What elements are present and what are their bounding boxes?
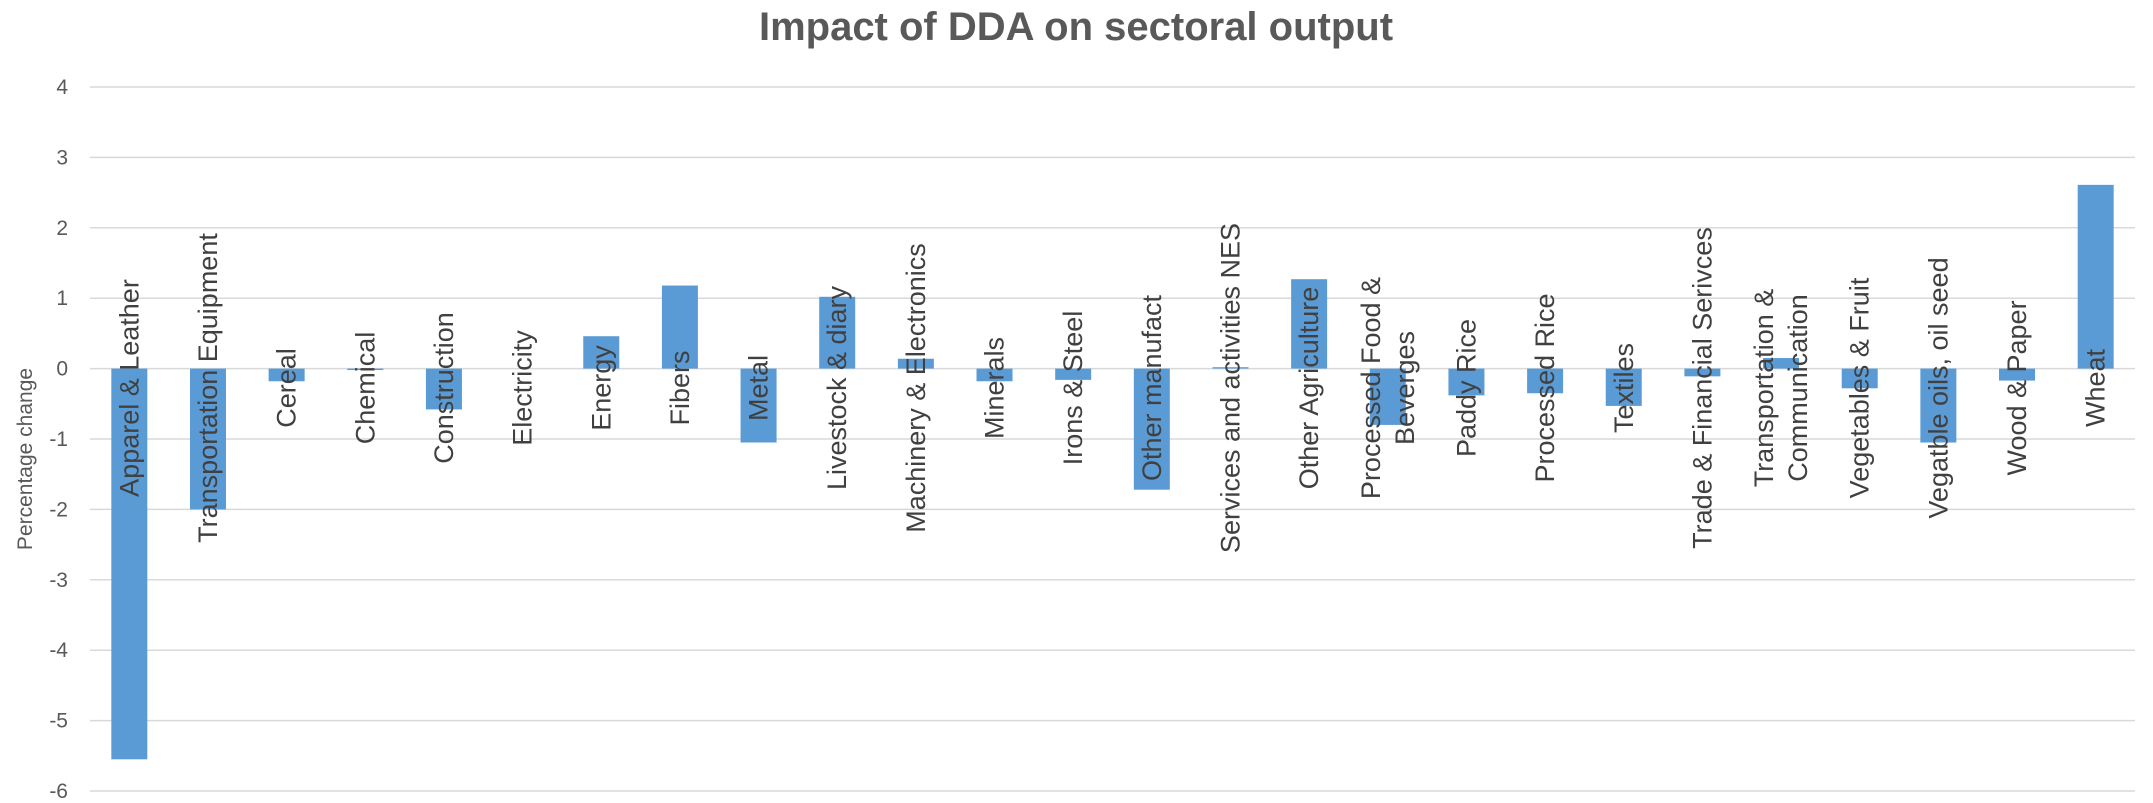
x-tick-label: Other manufact [1137, 294, 1167, 481]
x-tick-label-line: Minerals [980, 337, 1010, 439]
x-tick-label: Textiles [1609, 343, 1639, 433]
x-tick-label: Construction [429, 312, 459, 464]
x-tick-label: Chemical [350, 332, 380, 445]
bar [740, 368, 777, 443]
bar [583, 336, 620, 369]
bar [111, 368, 148, 760]
bars [111, 184, 2114, 760]
bar [897, 358, 934, 369]
x-tick-label-line: Vegatble oils, oil seed [1923, 257, 1953, 518]
bar [1605, 368, 1642, 406]
x-tick-label-line: Paddy Rice [1451, 319, 1481, 457]
bar [189, 368, 226, 510]
bar [1369, 368, 1406, 425]
bar [2077, 184, 2114, 369]
bar [1684, 368, 1721, 377]
x-tick-label: Electricity [508, 330, 538, 446]
bar [1920, 368, 1957, 443]
x-tick-label-line: Communication [1783, 294, 1813, 482]
y-tick-label: 0 [56, 358, 68, 381]
x-tick-label: Transportation & Communication [1749, 289, 1813, 488]
x-tick-label: Apparel & Leather [114, 279, 144, 497]
bar [819, 296, 856, 369]
x-tick-label-line: Transportation & [1749, 289, 1779, 488]
y-tick-label: 4 [56, 76, 68, 99]
x-tick-label: Machinery & Electronics [901, 243, 931, 533]
x-tick-label: Wood & Paper [2002, 300, 2032, 475]
x-tick-label-line: Textiles [1609, 343, 1639, 433]
x-tick-label-line: Construction [429, 312, 459, 464]
x-tick-label: Trade & Financial Serivces [1687, 227, 1717, 549]
y-tick-label: -3 [49, 569, 68, 592]
bar [1212, 367, 1249, 369]
x-tick-label-line: Livestock & diary [822, 285, 852, 490]
y-tick-label: 1 [56, 287, 68, 310]
x-tick-label-line: Chemical [350, 332, 380, 445]
x-tick-label: Wheat [2081, 348, 2111, 427]
x-tick-label-line: Beverges [1390, 331, 1420, 445]
x-tick-label-line: Metal [744, 355, 774, 421]
x-tick-label: Services and activities NES [1215, 223, 1245, 553]
bar [1291, 279, 1328, 369]
bar [347, 368, 384, 371]
bar [1527, 368, 1564, 394]
x-tick-label: Metal [744, 355, 774, 421]
x-tick-label: Other Agriculture [1294, 287, 1324, 490]
x-tick-label: Fibers [665, 350, 695, 425]
x-tick-label-line: Processed Rice [1530, 293, 1560, 482]
bar [661, 285, 698, 369]
y-axis-ticks: 4 3 2 1 0 -1 -2 -3 -4 -5 -6 [49, 76, 68, 803]
x-tick-label-line: Transportation Equipment [193, 233, 223, 543]
bar [1133, 368, 1170, 490]
bar [425, 368, 462, 410]
x-tick-label: Irons & Steel [1058, 311, 1088, 466]
x-axis-ticks: Apparel & Leather Transportation Equipmen… [114, 223, 2110, 553]
x-tick-label-line: Wood & Paper [2002, 300, 2032, 475]
gridlines [90, 86, 2135, 792]
chart-title: Impact of DDA on sectoral output [759, 5, 1393, 49]
y-tick-label: -4 [49, 639, 68, 662]
x-tick-label-line: Wheat [2081, 348, 2111, 427]
x-tick-label-line: Processed Food & [1356, 277, 1386, 499]
x-tick-label: Livestock & diary [822, 285, 852, 490]
bar [1841, 368, 1878, 389]
y-axis-label: Percentage change [14, 368, 37, 550]
x-tick-label: Processed Food & Beverges [1356, 277, 1420, 499]
x-tick-label-line: Irons & Steel [1058, 311, 1088, 466]
x-tick-label: Transportation Equipment [193, 233, 223, 543]
bar [1763, 358, 1800, 369]
x-tick-label: Vegetables & Fruit [1845, 277, 1875, 498]
bar [1999, 368, 2036, 381]
x-tick-label-line: Cereal [272, 348, 302, 428]
x-tick-label: Paddy Rice [1451, 319, 1481, 457]
y-tick-label: -1 [49, 428, 68, 451]
x-tick-label-line: Other manufact [1137, 294, 1167, 481]
bar [1055, 368, 1092, 380]
y-tick-label: 3 [56, 146, 68, 169]
x-tick-label-line: Vegetables & Fruit [1845, 277, 1875, 498]
y-tick-label: -2 [49, 498, 68, 521]
bar [268, 368, 305, 382]
x-tick-label-line: Trade & Financial Serivces [1687, 227, 1717, 549]
x-tick-label: Vegatble oils, oil seed [1923, 257, 1953, 518]
x-tick-label: Processed Rice [1530, 293, 1560, 482]
bar [976, 368, 1013, 382]
x-tick-label-line: Other Agriculture [1294, 287, 1324, 490]
y-tick-label: -5 [49, 710, 68, 733]
x-tick-label-line: Energy [586, 345, 616, 431]
x-tick-label-line: Electricity [508, 330, 538, 446]
x-tick-label: Energy [586, 345, 616, 431]
x-tick-label-line: Services and activities NES [1215, 223, 1245, 553]
x-tick-label-line: Fibers [665, 350, 695, 425]
x-tick-label: Minerals [980, 337, 1010, 439]
y-tick-label: -6 [49, 780, 68, 803]
y-tick-label: 2 [56, 217, 68, 240]
x-tick-label-line: Apparel & Leather [114, 279, 144, 497]
bar [1448, 368, 1485, 396]
x-tick-label-line: Machinery & Electronics [901, 243, 931, 533]
x-tick-label: Cereal [272, 348, 302, 428]
